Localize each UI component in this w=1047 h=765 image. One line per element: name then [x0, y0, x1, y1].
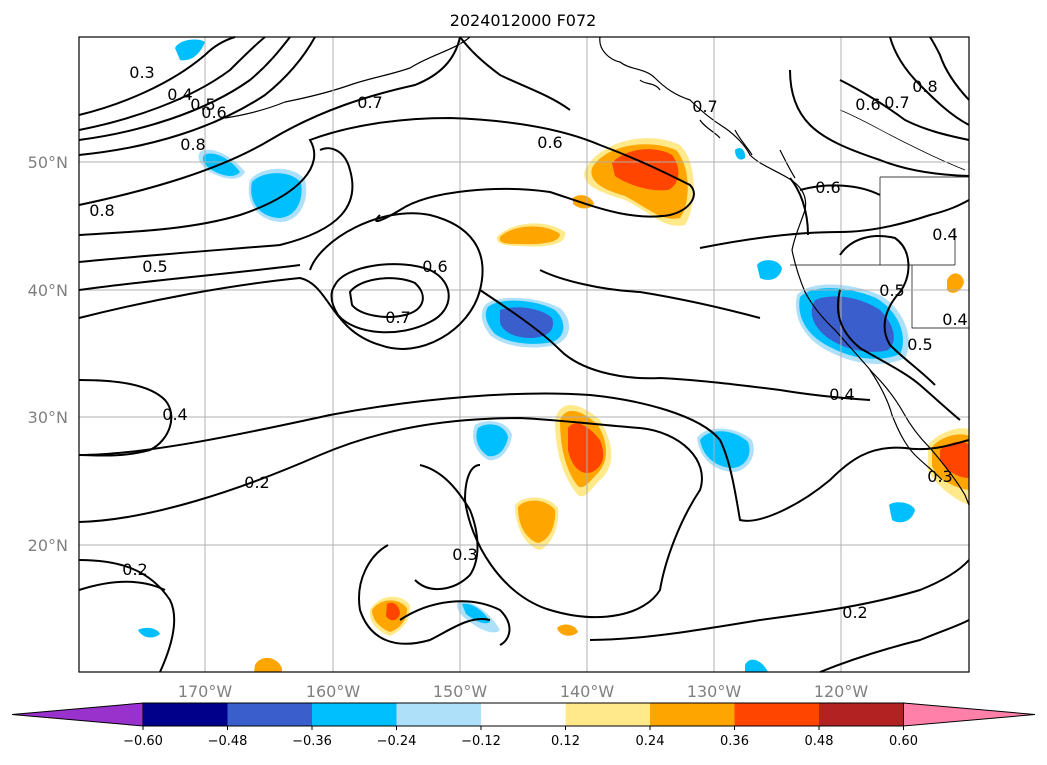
colorbar-tick-label: −0.12	[461, 734, 501, 749]
lon-label-160w: 160°W	[306, 682, 361, 701]
colorbar-tick-label: −0.36	[292, 734, 332, 749]
contour-label: 0.4	[829, 385, 854, 404]
map-frame	[78, 36, 970, 673]
colorbar-segment	[227, 703, 312, 726]
colorbar-segment	[565, 703, 650, 726]
contour-0p6-main	[78, 116, 695, 236]
colorbar-tick-label: 0.36	[720, 734, 749, 749]
colorbar-tick-label: 0.24	[636, 734, 665, 749]
contour-label: 0.8	[89, 201, 114, 220]
colorbar-extend-max	[903, 702, 1036, 727]
political-borders	[790, 109, 969, 329]
contour-label: 0.3	[927, 467, 952, 486]
contour-label: 0.3	[452, 545, 477, 564]
contour-label: 0.2	[842, 603, 867, 622]
contour-lines	[78, 36, 970, 673]
colorbar-tick-label: −0.48	[208, 734, 248, 749]
colorbar-segment	[143, 703, 228, 726]
colorbar-segment	[819, 703, 904, 726]
contour-label: 0.7	[692, 97, 717, 116]
contour-label: 0.8	[180, 135, 205, 154]
contour-labels: 0.3 0.4 0.5 0.6 0.7 0.8 0.8 0.7 0.6 0.5 …	[89, 63, 967, 622]
colorbar-segment	[481, 703, 566, 726]
lat-label-30n: 30°N	[28, 408, 68, 427]
lat-label-40n: 40°N	[28, 281, 68, 300]
contour-label: 0.6	[537, 133, 562, 152]
contour-label: 0.2	[122, 560, 147, 579]
colorbar-segment	[312, 703, 397, 726]
colorbar-segment	[734, 703, 819, 726]
contour-label: 0.6	[422, 257, 447, 276]
lon-label-130w: 130°W	[687, 682, 742, 701]
gridlines	[79, 37, 969, 672]
colorbar-segment	[396, 703, 481, 726]
lon-label-170w: 170°W	[178, 682, 233, 701]
contour-label: 0.5	[142, 257, 167, 276]
contour-0p7-closed	[330, 263, 450, 334]
colorbar-segment	[650, 703, 735, 726]
aleutian-islands	[224, 36, 471, 119]
contour-label: 0.7	[884, 93, 909, 112]
contour-label: 0.5	[190, 95, 215, 114]
colorbar-tick-label: 0.48	[805, 734, 834, 749]
colorbar-frame	[142, 702, 904, 727]
colorbar-tick-label: 0.60	[889, 734, 918, 749]
contour-label: 0.6	[855, 95, 880, 114]
alaska-coast	[599, 36, 807, 251]
lat-label-50n: 50°N	[28, 153, 68, 172]
contour-label: 0.8	[912, 77, 937, 96]
baja-peninsula	[869, 369, 943, 481]
contour-label: 0.5	[879, 281, 904, 300]
contour-label: 0.4	[167, 85, 192, 104]
contour-label: 0.7	[357, 93, 382, 112]
lon-label-120w: 120°W	[814, 682, 869, 701]
colorbar-tick-label: −0.60	[123, 734, 163, 749]
contour-label: 0.3	[129, 63, 154, 82]
contour-label: 0.6	[201, 103, 226, 122]
contour-label: 0.7	[385, 308, 410, 327]
contour-label: 0.4	[932, 225, 957, 244]
contour-label: 0.5	[907, 335, 932, 354]
longitude-labels: 170°W 160°W 150°W 140°W 130°W 120°W	[178, 682, 869, 701]
lon-label-140w: 140°W	[560, 682, 615, 701]
contour-label: 0.2	[244, 473, 269, 492]
contour-0p5-east	[789, 69, 970, 177]
colorbar-extend-min	[11, 702, 144, 727]
contour-label: 0.6	[815, 178, 840, 197]
lon-label-150w: 150°W	[433, 682, 488, 701]
contour-label: 0.4	[942, 310, 967, 329]
colorbar-tick-label: 0.12	[551, 734, 580, 749]
colorbar-tick-label: −0.24	[377, 734, 417, 749]
contour-0p4-pacific	[78, 392, 970, 522]
figure-title: 2024012000 F072	[450, 11, 597, 30]
contour-label: 0.4	[162, 405, 187, 424]
colorbar: −0.60 −0.48 −0.36 −0.24 −0.12 0.12 0.24 0.36 0.4…	[11, 702, 1036, 749]
latitude-labels: 50°N 40°N 30°N 20°N	[28, 153, 68, 555]
map-plot-area: 0.3 0.4 0.5 0.6 0.7 0.8 0.8 0.7 0.6 0.5 …	[78, 36, 970, 673]
lat-label-20n: 20°N	[28, 536, 68, 555]
